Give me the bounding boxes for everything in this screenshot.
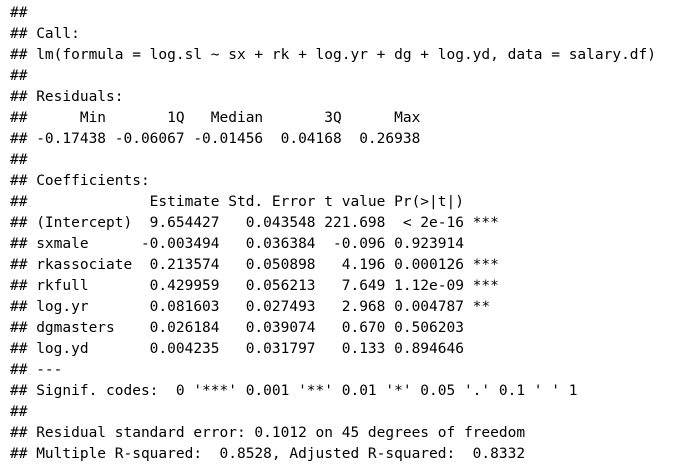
console-line: ## lm(formula = log.sl ~ sx + rk + log.y… bbox=[10, 47, 657, 63]
console-line: ## (Intercept) 9.654427 0.043548 221.698… bbox=[10, 215, 499, 231]
console-line: ## Multiple R-squared: 0.8528, Adjusted … bbox=[10, 446, 526, 462]
console-line: ## bbox=[10, 5, 28, 21]
console-line: ## Call: bbox=[10, 26, 80, 42]
console-line: ## bbox=[10, 404, 28, 420]
console-line: ## Residuals: bbox=[10, 89, 124, 105]
console-line: ## log.yd 0.004235 0.031797 0.133 0.8946… bbox=[10, 341, 464, 357]
console-line: ## sxmale -0.003494 0.036384 -0.096 0.92… bbox=[10, 236, 464, 252]
console-line: ## Signif. codes: 0 '***' 0.001 '**' 0.0… bbox=[10, 383, 578, 399]
console-line: ## Residual standard error: 0.1012 on 45… bbox=[10, 425, 526, 441]
console-line: ## bbox=[10, 68, 28, 84]
console-line: ## dgmasters 0.026184 0.039074 0.670 0.5… bbox=[10, 320, 464, 336]
console-line: ## rkassociate 0.213574 0.050898 4.196 0… bbox=[10, 257, 499, 273]
console-line: ## --- bbox=[10, 362, 63, 378]
console-line: ## Min 1Q Median 3Q Max bbox=[10, 110, 421, 126]
console-line: ## rkfull 0.429959 0.056213 7.649 1.12e-… bbox=[10, 278, 499, 294]
console-line: ## Estimate Std. Error t value Pr(>|t|) bbox=[10, 194, 464, 210]
console-line: ## Coefficients: bbox=[10, 173, 150, 189]
console-line: ## log.yr 0.081603 0.027493 2.968 0.0047… bbox=[10, 299, 491, 315]
console-line: ## -0.17438 -0.06067 -0.01456 0.04168 0.… bbox=[10, 131, 421, 147]
console-line: ## bbox=[10, 152, 28, 168]
